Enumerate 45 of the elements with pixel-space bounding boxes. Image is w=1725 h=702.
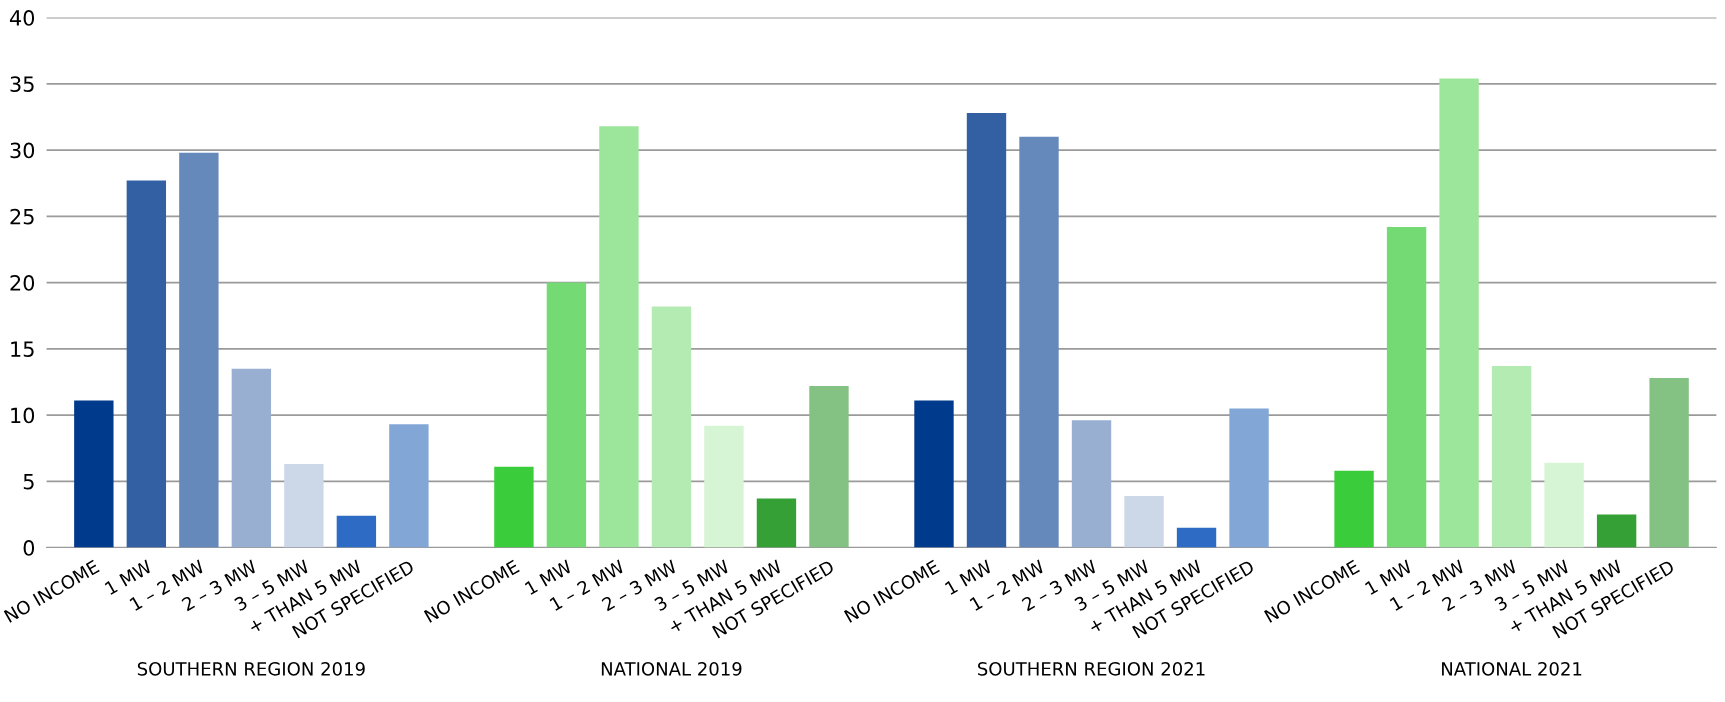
x-tick-label: 1 MW bbox=[524, 559, 573, 595]
bar bbox=[1124, 495, 1164, 548]
text: NATIONAL 2021 bbox=[1442, 661, 1582, 676]
y-tick-label: 30 bbox=[10, 142, 35, 159]
bar bbox=[546, 282, 587, 548]
bar bbox=[1596, 514, 1637, 548]
bar bbox=[284, 464, 324, 548]
y-tick-label: 10 bbox=[11, 407, 35, 424]
text: SOUTHERN REGION 2019 bbox=[137, 661, 365, 676]
bar bbox=[126, 180, 167, 548]
bar bbox=[494, 466, 534, 548]
bar bbox=[599, 126, 639, 548]
bar bbox=[1229, 408, 1269, 548]
bar bbox=[1386, 226, 1427, 548]
bar bbox=[336, 515, 377, 548]
bar bbox=[1439, 78, 1479, 548]
bar bbox=[809, 385, 849, 548]
bar bbox=[914, 400, 954, 548]
bar bbox=[1176, 527, 1217, 548]
y-tick-label: 20 bbox=[10, 275, 35, 291]
y-tick-label: 0 bbox=[23, 540, 35, 556]
x-tick-label: 1 MW bbox=[104, 559, 153, 595]
bar bbox=[1019, 136, 1059, 548]
y-tick-label: 40 bbox=[9, 10, 35, 26]
bar bbox=[74, 400, 114, 548]
bar bbox=[1649, 377, 1689, 548]
bar bbox=[756, 498, 797, 548]
bar bbox=[1071, 420, 1112, 548]
bar bbox=[1491, 366, 1532, 548]
y-tick-label: 15 bbox=[11, 341, 34, 358]
bar bbox=[231, 368, 272, 548]
bar bbox=[704, 425, 744, 548]
bar bbox=[966, 112, 1007, 548]
bar bbox=[651, 306, 692, 548]
bar bbox=[389, 424, 429, 548]
y-tick-label: 25 bbox=[10, 208, 34, 225]
bar bbox=[1334, 470, 1374, 548]
bar bbox=[179, 152, 219, 548]
x-tick-label: 1 MW bbox=[944, 559, 993, 595]
text: NATIONAL 2019 bbox=[601, 661, 742, 676]
bar bbox=[1544, 462, 1584, 548]
y-tick-label: 35 bbox=[10, 76, 34, 93]
y-tick-label: 5 bbox=[23, 474, 34, 490]
text: SOUTHERN REGION 2021 bbox=[978, 661, 1205, 676]
x-tick-label: 1 MW bbox=[1364, 559, 1413, 595]
